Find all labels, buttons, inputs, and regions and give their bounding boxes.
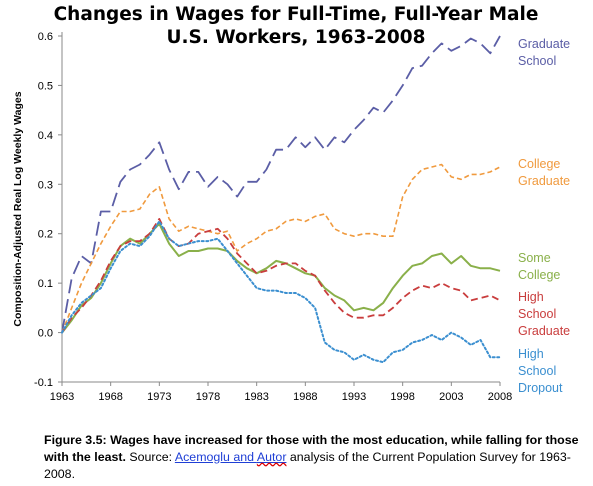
caption-link[interactable]: Acemoglu and Autor	[175, 450, 287, 464]
x-tick-label: 2003	[439, 391, 463, 403]
x-tick-label: 1973	[147, 391, 171, 403]
series-name-label: School	[518, 307, 556, 321]
chart-title-line: U.S. Workers, 1963-2008	[166, 27, 425, 48]
series-name-label: Graduate	[518, 37, 570, 51]
series-name-label: Dropout	[518, 381, 563, 395]
y-tick-label: 0.5	[38, 80, 53, 92]
figure-caption: Figure 3.5: Wages have increased for tho…	[44, 432, 584, 483]
series-name-label: School	[518, 364, 556, 378]
x-tick-label: 1968	[98, 391, 122, 403]
caption-bold-text: Wages have increased for those with the …	[44, 433, 579, 464]
series-line	[61, 35, 501, 333]
caption-figure-label: Figure 3.5:	[44, 433, 107, 447]
y-tick-label: 0.4	[38, 130, 53, 142]
series-line	[61, 220, 501, 364]
series-name-label: College	[518, 157, 560, 171]
axes	[61, 32, 500, 383]
y-axis-label: Composition-Adjusted Real Log Weekly Wag…	[12, 91, 24, 326]
chart: Changes in Wages for Full-Time, Full-Yea…	[12, 4, 570, 403]
y-tick-label: -0.1	[34, 377, 53, 389]
x-tick-label: 2008	[488, 391, 512, 403]
y-tick-label: 0.0	[38, 328, 53, 340]
series-name-label: High	[518, 347, 544, 361]
series-line	[61, 222, 501, 334]
y-tick-label: 0.1	[38, 278, 53, 290]
y-tick-label: 0.6	[38, 31, 53, 43]
x-tick-label: 1998	[390, 391, 414, 403]
series-lines	[61, 35, 501, 364]
y-tick-label: 0.2	[38, 229, 53, 241]
x-tick-label: 1983	[244, 391, 268, 403]
x-tick-label: 1993	[342, 391, 366, 403]
chart-title: Changes in Wages for Full-Time, Full-Yea…	[54, 4, 539, 48]
caption-source-prefix: Source:	[125, 450, 175, 464]
caption-link-and: and	[229, 450, 257, 464]
series-line	[61, 217, 501, 334]
caption-link-author1: Acemoglu	[174, 450, 230, 464]
y-axis-title: Composition-Adjusted Real Log Weekly Wag…	[12, 91, 24, 326]
series-name-label: Graduate	[518, 324, 570, 338]
series-name-label: School	[518, 54, 556, 68]
series-name-label: Graduate	[518, 174, 570, 188]
series-line	[61, 163, 501, 333]
chart-title-line: Changes in Wages for Full-Time, Full-Yea…	[54, 4, 539, 25]
y-tick-label: 0.3	[38, 179, 53, 191]
series-name-label: College	[518, 268, 560, 282]
x-tick-label: 1963	[50, 391, 74, 403]
x-tick-label: 1978	[196, 391, 220, 403]
caption-suffix: analysis of the Current Population Surve…	[44, 450, 571, 481]
tick-labels: -0.1 0.0 0.1 0.2 0.3 0.4 0.5 0.6 1963 1968 1973 197…	[34, 31, 512, 403]
caption-link-author2: Autor	[256, 450, 287, 464]
series-name-label: High	[518, 290, 544, 304]
series-labels: Graduate School College Graduate Some College…	[518, 37, 570, 395]
series-name-label: Some	[518, 251, 551, 265]
x-tick-label: 1988	[293, 391, 317, 403]
